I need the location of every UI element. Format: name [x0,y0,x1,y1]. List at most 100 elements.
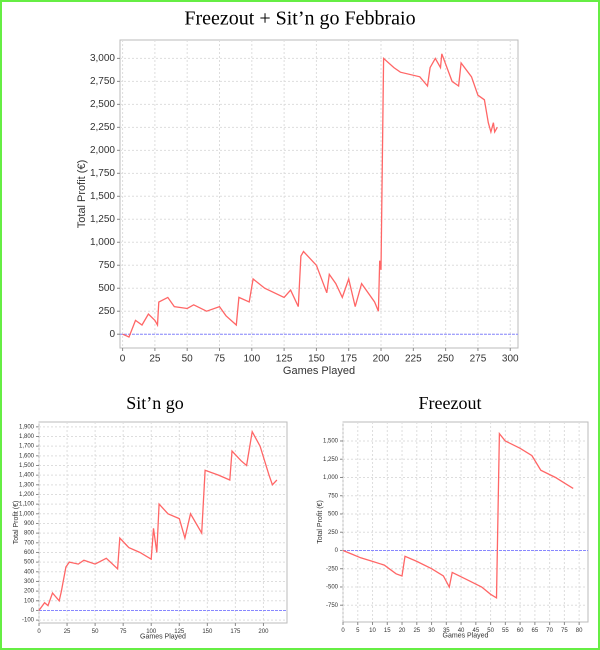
x-tick-label: 65 [532,628,539,634]
y-tick-label: 750 [98,260,115,271]
x-tick-label: 25 [413,628,420,634]
x-tick-label: 250 [437,354,454,365]
y-tick-label: -100 [22,618,35,624]
y-tick-label: 800 [24,531,35,537]
data-line [342,431,574,600]
y-tick-label: -750 [326,603,339,609]
x-tick-label: 0 [37,629,41,635]
title: Sit’n go [126,393,184,413]
y-tick-label: 750 [328,493,339,499]
plot-area [38,421,288,624]
y-tick-label: 3,000 [90,53,115,64]
y-tick-label: 700 [24,540,35,546]
y-axis-label: Total Profit (€) [13,501,20,545]
x-tick-label: 100 [243,354,260,365]
x-tick-label: 0 [120,354,126,365]
y-tick-label: 300 [24,579,35,585]
y-tick-label: 1,600 [19,453,35,459]
x-tick-label: 5 [356,628,360,634]
y-tick-label: 1,000 [90,237,115,248]
x-tick-label: 200 [373,354,390,365]
y-tick-label: 1,200 [19,492,35,498]
y-tick-label: 1,300 [19,482,35,488]
y-tick-label: 1,700 [19,444,35,450]
y-tick-label: 1,000 [19,511,35,517]
y-tick-label: 250 [98,306,115,317]
y-axis-label: Total Profit (€) [317,500,324,544]
y-tick-label: 250 [328,530,339,536]
x-tick-label: 40 [458,628,465,634]
x-tick-label: 10 [369,628,376,634]
x-tick-label: 45 [472,628,479,634]
y-tick-label: 500 [98,283,115,294]
y-tick-label: 500 [328,512,339,518]
y-tick-label: 500 [24,560,35,566]
x-axis-label: Games Played [283,365,355,377]
y-axis-label: Total Profit (€) [76,160,88,228]
x-tick-label: 125 [276,354,293,365]
plot-area [119,39,519,349]
y-tick-label: 900 [24,521,35,527]
x-axis-label: Games Played [140,634,186,641]
x-tick-label: 0 [341,628,345,634]
y-tick-label: 100 [24,598,35,604]
y-tick-label: 200 [24,589,35,595]
title: Freezout + Sit’n go Febbraio [184,8,415,30]
y-tick-label: 0 [31,608,35,614]
x-tick-label: 55 [502,628,509,634]
x-tick-label: 60 [517,628,524,634]
y-tick-label: 1,000 [323,475,339,481]
x-tick-label: 50 [92,629,99,635]
x-tick-label: 100 [146,629,157,635]
x-tick-label: 125 [174,629,185,635]
y-tick-label: 2,750 [90,76,115,87]
x-tick-label: 175 [340,354,357,365]
x-tick-label: 25 [64,629,71,635]
y-tick-label: 1,750 [90,168,115,179]
y-tick-label: 0 [335,548,339,554]
x-tick-label: 225 [405,354,422,365]
y-tick-label: 400 [24,569,35,575]
y-tick-label: 1,500 [90,191,115,202]
x-tick-label: 150 [308,354,325,365]
x-axis-label: Games Played [443,633,489,640]
y-tick-label: -500 [326,585,339,591]
y-tick-label: 1,250 [90,214,115,225]
y-tick-label: 1,500 [19,463,35,469]
y-tick-label: 2,000 [90,145,115,156]
title: Freezout [419,393,482,413]
x-tick-label: 50 [182,354,194,365]
x-tick-label: 75 [561,628,568,634]
y-tick-label: 1,100 [19,502,35,508]
y-tick-label: 1,500 [323,439,339,445]
plot-area [342,421,589,623]
x-tick-label: 75 [120,629,127,635]
x-tick-label: 150 [202,629,213,635]
x-tick-label: 15 [384,628,391,634]
y-tick-label: 2,500 [90,99,115,110]
y-tick-label: 600 [24,550,35,556]
x-tick-label: 75 [214,354,226,365]
y-tick-label: 1,800 [19,434,35,440]
x-tick-label: 50 [487,628,494,634]
y-tick-label: 2,250 [90,122,115,133]
x-tick-label: 30 [428,628,435,634]
x-tick-label: 275 [470,354,487,365]
y-tick-label: 0 [109,329,115,340]
x-tick-label: 200 [258,629,269,635]
y-tick-label: 1,250 [323,457,339,463]
x-tick-label: 25 [149,354,161,365]
data-line [38,429,278,611]
x-tick-label: 70 [546,628,553,634]
data-line [122,53,498,338]
x-tick-label: 80 [576,628,583,634]
x-tick-label: 300 [502,354,519,365]
y-tick-label: -250 [326,566,339,572]
x-tick-label: 20 [399,628,406,634]
x-tick-label: 175 [230,629,241,635]
y-tick-label: 1,900 [19,424,35,430]
y-tick-label: 1,400 [19,473,35,479]
